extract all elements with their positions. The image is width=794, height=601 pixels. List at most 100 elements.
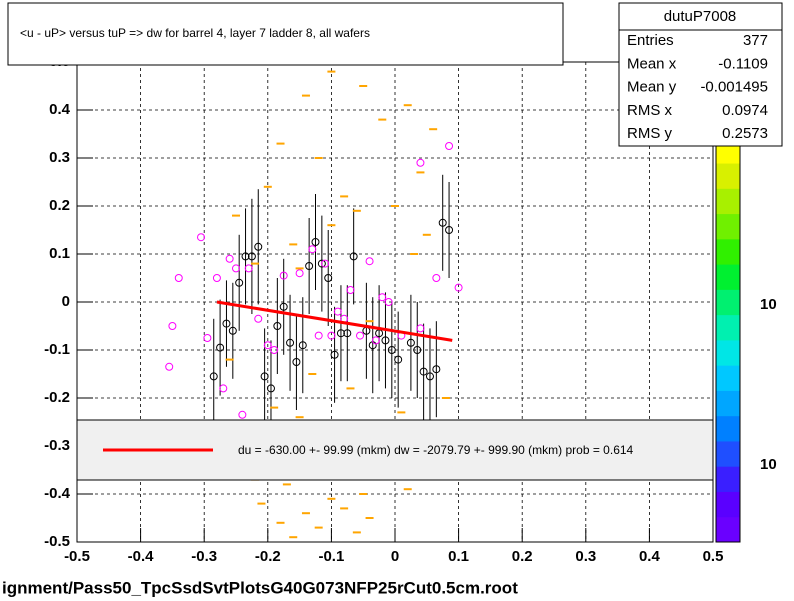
palette-cell [716, 238, 740, 265]
x-tick-label: 0.1 [448, 548, 469, 565]
z-tick-label: 10 [760, 296, 777, 313]
stats-label: Mean y [627, 79, 677, 96]
palette-cell [716, 516, 740, 543]
point [174, 274, 183, 282]
stats-label: RMS x [627, 102, 673, 119]
y-tick-label: -0.3 [44, 437, 70, 454]
histogram-cell [314, 526, 323, 529]
histogram-cell [295, 416, 304, 419]
histogram-cell [429, 128, 438, 131]
palette-cell [716, 491, 740, 518]
histogram-cell [410, 253, 419, 255]
histogram-cell [263, 185, 272, 188]
histogram-cell [365, 517, 374, 519]
palette-cell [716, 365, 740, 391]
point [279, 271, 288, 280]
palette-cell [716, 314, 740, 341]
histogram-cell [327, 224, 336, 227]
histogram-cell [276, 521, 285, 524]
point [308, 245, 317, 254]
point [228, 326, 237, 335]
stats-value: 0.2573 [722, 125, 768, 142]
point [263, 341, 272, 350]
point [365, 257, 374, 266]
histogram-cell [289, 243, 298, 246]
legend-text: du = -630.00 +- 99.99 (mkm) dw = -2079.7… [238, 443, 634, 457]
histogram-cell [416, 171, 425, 174]
point [266, 384, 275, 393]
stats-rows: Entries 377 Mean x -0.1109 Mean y -0.001495 RM… [627, 32, 768, 142]
point [165, 362, 174, 371]
x-tick-label: -0.5 [64, 548, 90, 565]
palette-cell [716, 390, 740, 417]
y-tick-label: 0.4 [49, 101, 71, 118]
histogram-cell [340, 507, 349, 510]
point [416, 324, 425, 333]
point [317, 259, 326, 268]
point [247, 252, 256, 261]
point [406, 338, 415, 347]
point [225, 254, 234, 263]
point [432, 274, 441, 282]
histogram-cell [365, 320, 374, 323]
title-box [7, 2, 564, 66]
point [445, 226, 454, 234]
point [384, 298, 393, 306]
y-tick-label: 0.3 [49, 149, 70, 166]
point [244, 264, 253, 273]
point [333, 307, 342, 316]
point [356, 331, 365, 340]
point [371, 336, 380, 345]
histogram-cell [276, 142, 285, 145]
stats-value: 0.0974 [722, 102, 768, 119]
color-palette: 10 10 [715, 61, 777, 543]
histogram-cell [359, 85, 368, 87]
point [295, 269, 304, 278]
plot-area: -0.5 -0.4 -0.3 -0.2 -0.1 0 0.1 0.2 0.3 0.4 0.5 -0.5… [44, 53, 723, 565]
point [336, 329, 345, 338]
palette-cell [716, 339, 740, 366]
y-tick-label: 0 [62, 293, 70, 310]
point [387, 346, 396, 354]
y-tick-label: -0.1 [44, 341, 70, 358]
histogram-cell [403, 488, 412, 491]
point [270, 346, 279, 354]
point [216, 343, 225, 352]
palette-cell [716, 188, 740, 215]
histogram-cell [225, 358, 234, 361]
point [286, 338, 295, 347]
y-tick-label: -0.2 [44, 389, 70, 406]
point [203, 334, 212, 342]
footer: ignment/Pass50_TpcSsdSvtPlotsG40G073NFP2… [2, 578, 518, 597]
point [349, 252, 358, 261]
x-tick-label: -0.3 [191, 548, 217, 565]
palette-cell [716, 264, 740, 290]
point [298, 341, 307, 350]
y-tick-label: 0.2 [49, 197, 70, 214]
point [238, 410, 247, 419]
histogram-cell [327, 70, 336, 73]
histogram-cell [251, 262, 260, 265]
point [305, 262, 314, 270]
point [454, 283, 463, 292]
histogram-cell [270, 406, 279, 409]
palette-cell [716, 163, 740, 189]
histogram-cell [391, 205, 399, 207]
palette-cell [716, 289, 740, 316]
point [254, 242, 263, 251]
point [321, 259, 330, 268]
stats-value: -0.1109 [718, 55, 768, 72]
point [279, 302, 288, 311]
chart-title: <u - uP> versus tuP => dw for barrel 4, … [20, 26, 370, 40]
point [292, 358, 301, 366]
x-tick-label: 0.3 [575, 548, 596, 565]
fit-line [216, 300, 453, 342]
stats-title: dutuP7008 [664, 8, 737, 25]
point [197, 233, 206, 242]
point [222, 319, 231, 328]
point [254, 314, 263, 323]
histogram-cell [378, 118, 387, 121]
histogram-cell [314, 157, 323, 159]
stats-label: RMS y [627, 125, 673, 142]
